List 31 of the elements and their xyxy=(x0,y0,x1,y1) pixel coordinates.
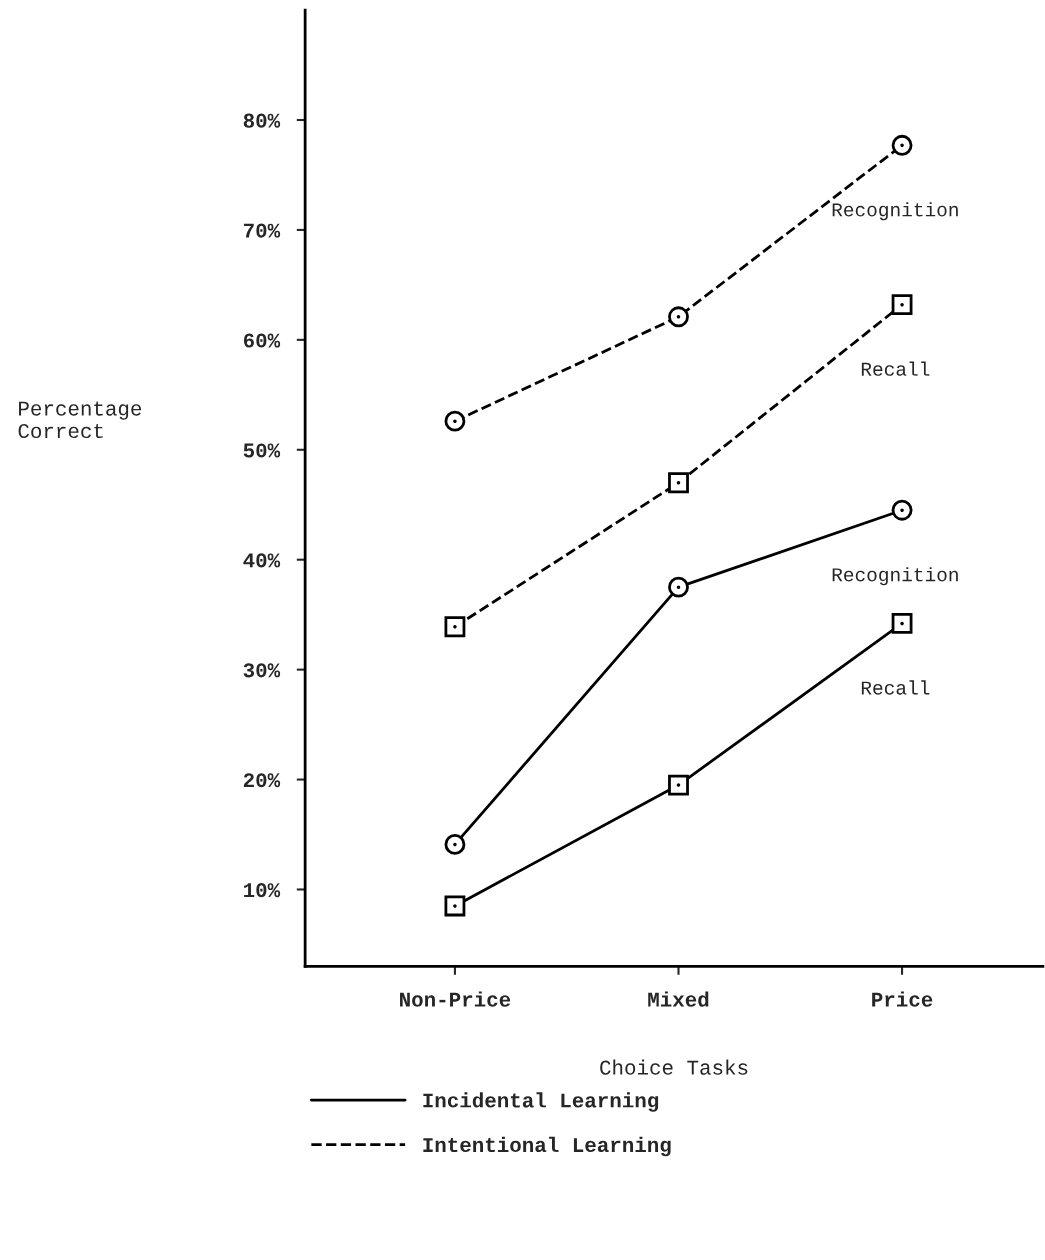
point xyxy=(668,472,689,494)
point xyxy=(444,616,466,638)
y-tick-label: 60% xyxy=(243,333,281,348)
y-tick-label: 20% xyxy=(243,773,281,788)
point xyxy=(668,306,689,328)
point xyxy=(444,895,466,917)
x-tick-label: Mixed xyxy=(648,991,709,1007)
annotation: Recall xyxy=(861,361,930,376)
x-tick-label: Price xyxy=(872,991,933,1007)
y-axis-title: Percentage Correct xyxy=(18,401,142,439)
point xyxy=(891,294,913,316)
y-tick-label: 50% xyxy=(243,443,281,458)
legend-label: Incidental Learning xyxy=(423,1092,659,1112)
y-tick-label: 40% xyxy=(243,553,281,568)
annotation: Recognition xyxy=(832,567,958,586)
point xyxy=(444,833,466,855)
y-tick-label: 10% xyxy=(244,883,281,898)
point xyxy=(668,774,689,796)
point xyxy=(891,613,913,634)
legend-label: Intentional Learning xyxy=(423,1136,671,1157)
x-tick-label: Non-Price xyxy=(400,991,511,1007)
y-tick-label: 80% xyxy=(243,113,281,128)
y-tick-label: 70% xyxy=(243,223,281,238)
point xyxy=(891,499,913,521)
y-tick-label: 30% xyxy=(243,663,281,678)
point xyxy=(891,134,913,156)
point xyxy=(444,410,466,432)
annotation: Recall xyxy=(861,680,930,695)
annotation: Recognition xyxy=(832,202,958,221)
x-axis-title: Choice Tasks xyxy=(600,1059,748,1075)
point xyxy=(668,576,689,598)
